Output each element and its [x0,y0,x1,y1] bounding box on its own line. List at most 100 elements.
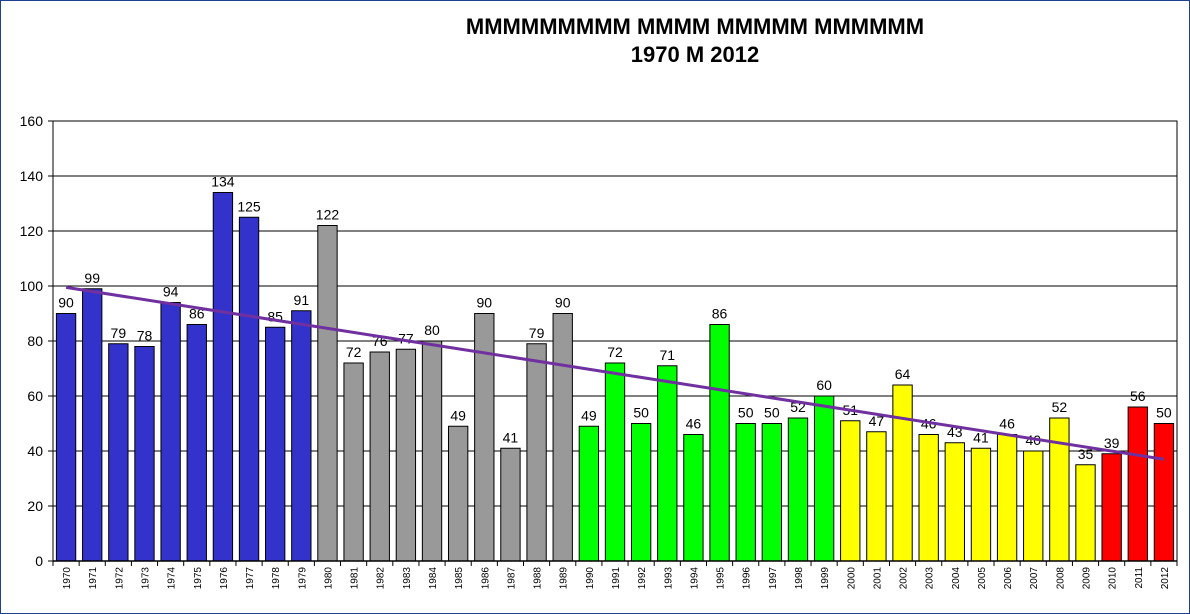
bar [813,395,835,562]
data-label: 134 [211,174,235,190]
data-label: 39 [1104,435,1120,451]
bar [840,420,861,562]
x-tick-label: 1982 [376,567,387,590]
bar [212,192,234,562]
y-tick-label: 60 [27,388,43,404]
bar [735,423,756,562]
bar [317,225,338,562]
data-label: 41 [503,429,519,445]
data-label: 35 [1078,446,1094,462]
bar [265,326,286,562]
x-tick-label: 1977 [245,567,256,590]
y-tick-label: 0 [35,553,43,569]
data-label: 50 [738,405,754,421]
bar [1153,423,1175,562]
data-label: 41 [973,429,989,445]
x-tick-label: 2009 [1082,567,1093,590]
x-tick-label: 1980 [323,567,334,590]
data-label: 80 [424,322,440,338]
data-label: 56 [1130,388,1146,404]
bar [787,417,809,562]
x-tick-label: 1996 [742,567,753,590]
data-label: 52 [1052,399,1068,415]
data-label: 90 [477,295,493,311]
data-label: 64 [895,366,911,382]
x-tick-label: 1976 [219,567,230,590]
x-tick-label: 2010 [1108,567,1119,590]
data-label: 49 [450,407,466,423]
x-tick-label: 1984 [428,567,439,590]
data-label: 50 [1156,405,1172,421]
bar [160,302,181,562]
bar [238,216,260,562]
bar [186,324,207,562]
data-label: 79 [529,325,545,341]
x-tick-label: 1991 [611,567,622,590]
x-tick-label: 1970 [62,567,73,590]
x-tick-label: 1999 [820,567,831,590]
y-tick-label: 120 [20,223,44,239]
x-tick-label: 2008 [1055,567,1066,590]
x-tick-label: 2005 [977,567,988,590]
bar [447,425,469,562]
bar [552,313,573,562]
x-tick-label: 1994 [689,567,700,590]
x-axis-ticks: 1970 1971 1972 1973 1974 1975 1976 1977 1978 1979… [52,561,1178,590]
bar [134,346,155,562]
bar [1049,417,1070,562]
x-tick-label: 1992 [637,567,648,590]
data-label: 50 [633,405,649,421]
bar [630,423,652,562]
x-tick-label: 2001 [872,567,883,590]
y-tick-label: 140 [20,168,44,184]
data-label: 122 [316,207,340,223]
bar [55,313,77,562]
data-label: 60 [816,377,832,393]
x-tick-label: 1973 [140,567,151,590]
bar [343,362,364,562]
x-tick-label: 1978 [271,567,282,590]
x-tick-label: 1989 [559,567,570,590]
x-tick-label: 1979 [297,567,308,590]
bars [55,192,1175,562]
data-label: 90 [555,295,571,311]
chart-subtitle: 1970 M 2012 [630,42,760,67]
bar [1023,450,1044,562]
bar [996,434,1018,562]
bar [1101,453,1122,562]
x-tick-label: 2011 [1134,567,1145,589]
bar [761,423,783,562]
x-tick-label: 1990 [585,567,596,590]
x-tick-label: 2003 [925,567,936,590]
data-label: 46 [999,416,1015,432]
bar [578,425,600,562]
bar [500,447,521,562]
x-tick-label: 1981 [350,567,361,590]
x-tick-label: 2002 [899,567,910,590]
data-label: 79 [111,325,127,341]
bar [369,351,390,562]
data-label: 72 [346,344,362,360]
x-tick-label: 2006 [1003,567,1014,590]
x-tick-label: 2004 [951,567,962,590]
x-tick-label: 1995 [716,567,727,590]
x-tick-label: 1972 [114,567,125,590]
y-tick-label: 20 [27,498,43,514]
bar [709,324,730,562]
trendline [65,285,1165,461]
bar [82,288,103,562]
bar [866,431,887,562]
bar [970,447,992,562]
bar [944,442,965,562]
bar [918,434,939,562]
x-tick-label: 1993 [663,567,674,590]
x-tick-label: 1988 [533,567,544,590]
bar [683,434,704,562]
y-tick-label: 160 [20,113,44,129]
bar [421,340,443,562]
x-tick-label: 1985 [454,567,465,590]
data-label: 99 [84,270,100,286]
x-tick-label: 2007 [1029,567,1040,590]
y-tick-label: 40 [27,443,43,459]
